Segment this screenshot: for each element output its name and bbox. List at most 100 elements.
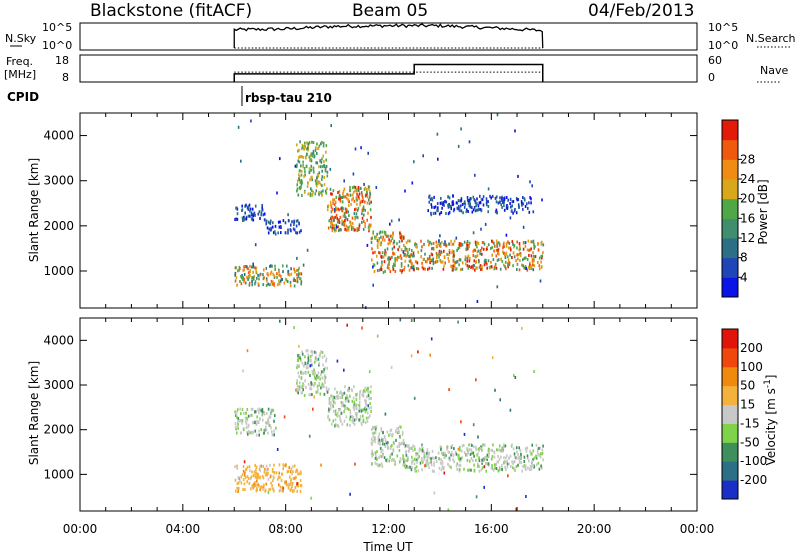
data-cell [398,442,400,446]
data-cell [475,458,477,462]
data-cell [246,206,249,210]
data-cell [459,464,462,468]
data-cell [486,453,489,457]
data-cell [399,318,402,322]
data-cell [499,267,502,271]
data-cell [325,191,328,195]
data-cell [386,459,388,463]
data-cell [360,421,363,425]
data-cell [538,256,541,260]
data-cell [348,203,350,207]
data-cell [297,274,300,278]
data-cell [380,450,382,454]
data-cell [295,475,297,479]
data-cell [435,456,437,460]
data-cell [524,464,527,468]
data-cell [463,240,466,244]
data-cell [358,418,360,422]
data-cell [468,443,470,447]
data-cell [460,420,462,424]
data-cell [414,447,416,451]
data-cell [448,210,451,214]
data-cell [311,192,314,196]
data-cell [392,265,394,269]
data-cell [305,386,307,389]
data-cell [353,212,356,216]
data-cell [332,400,335,404]
data-cell [247,271,250,275]
data-cell [456,467,458,471]
data-cell [305,156,307,160]
data-cell [371,443,373,446]
data-cell [474,240,477,244]
data-cell [439,461,442,465]
data-cell [240,159,242,163]
data-cell [317,181,319,185]
data-cell [339,391,342,395]
data-cell [288,219,290,223]
data-cell [245,411,247,415]
data-cell [433,195,435,199]
data-cell [473,445,475,449]
data-cell [486,246,488,250]
data-cell [408,259,411,263]
data-cell [262,213,265,217]
data-cell [483,458,485,462]
data-cell [244,488,246,492]
data-cell [320,165,322,169]
data-cell [344,404,347,408]
data-cell [368,406,371,410]
data-cell [271,469,274,473]
data-cell [329,200,332,204]
data-cell [347,210,349,214]
data-cell [297,268,299,272]
nave-label: Nave [760,64,788,77]
data-cell [378,237,381,241]
data-cell [279,476,281,480]
data-cell [447,462,449,466]
data-cell [299,186,302,190]
data-cell [503,251,505,255]
data-cell [486,266,488,270]
data-cell [500,455,502,459]
data-cell [296,183,298,187]
data-cell [318,180,321,184]
data-cell [243,273,246,276]
data-cell [332,201,335,205]
data-cell [411,249,413,252]
data-cell [356,202,358,206]
data-cell [475,266,477,270]
data-cell [287,213,289,217]
data-cell [315,184,318,188]
data-cell [507,258,510,262]
data-cell [307,382,310,386]
sky-noise-trace [233,23,544,49]
data-cell [494,196,497,200]
data-cell [542,251,544,255]
data-cell [505,242,508,246]
data-cell [315,189,318,193]
data-cell [428,195,431,199]
data-cell [364,200,366,204]
data-cell [336,359,339,363]
data-cell [448,259,450,263]
data-cell [297,159,299,163]
data-cell [478,459,481,463]
data-cell [335,223,337,227]
data-cell [466,259,469,263]
data-cell [459,445,461,449]
data-cell [349,394,351,398]
data-cell [340,411,343,415]
data-cell [346,399,349,402]
data-cell [533,259,535,263]
data-cell [244,476,247,480]
data-cell [532,263,534,267]
data-cell [447,212,450,216]
sky-noise-panel: N.Sky 10^5 10^0 10^5 10^0 N.Search [5,21,796,52]
data-cell [426,451,428,455]
data-cell [430,213,433,217]
data-cell [252,214,254,218]
data-cell [398,218,400,222]
data-cell [397,427,400,430]
data-cell [267,419,269,423]
